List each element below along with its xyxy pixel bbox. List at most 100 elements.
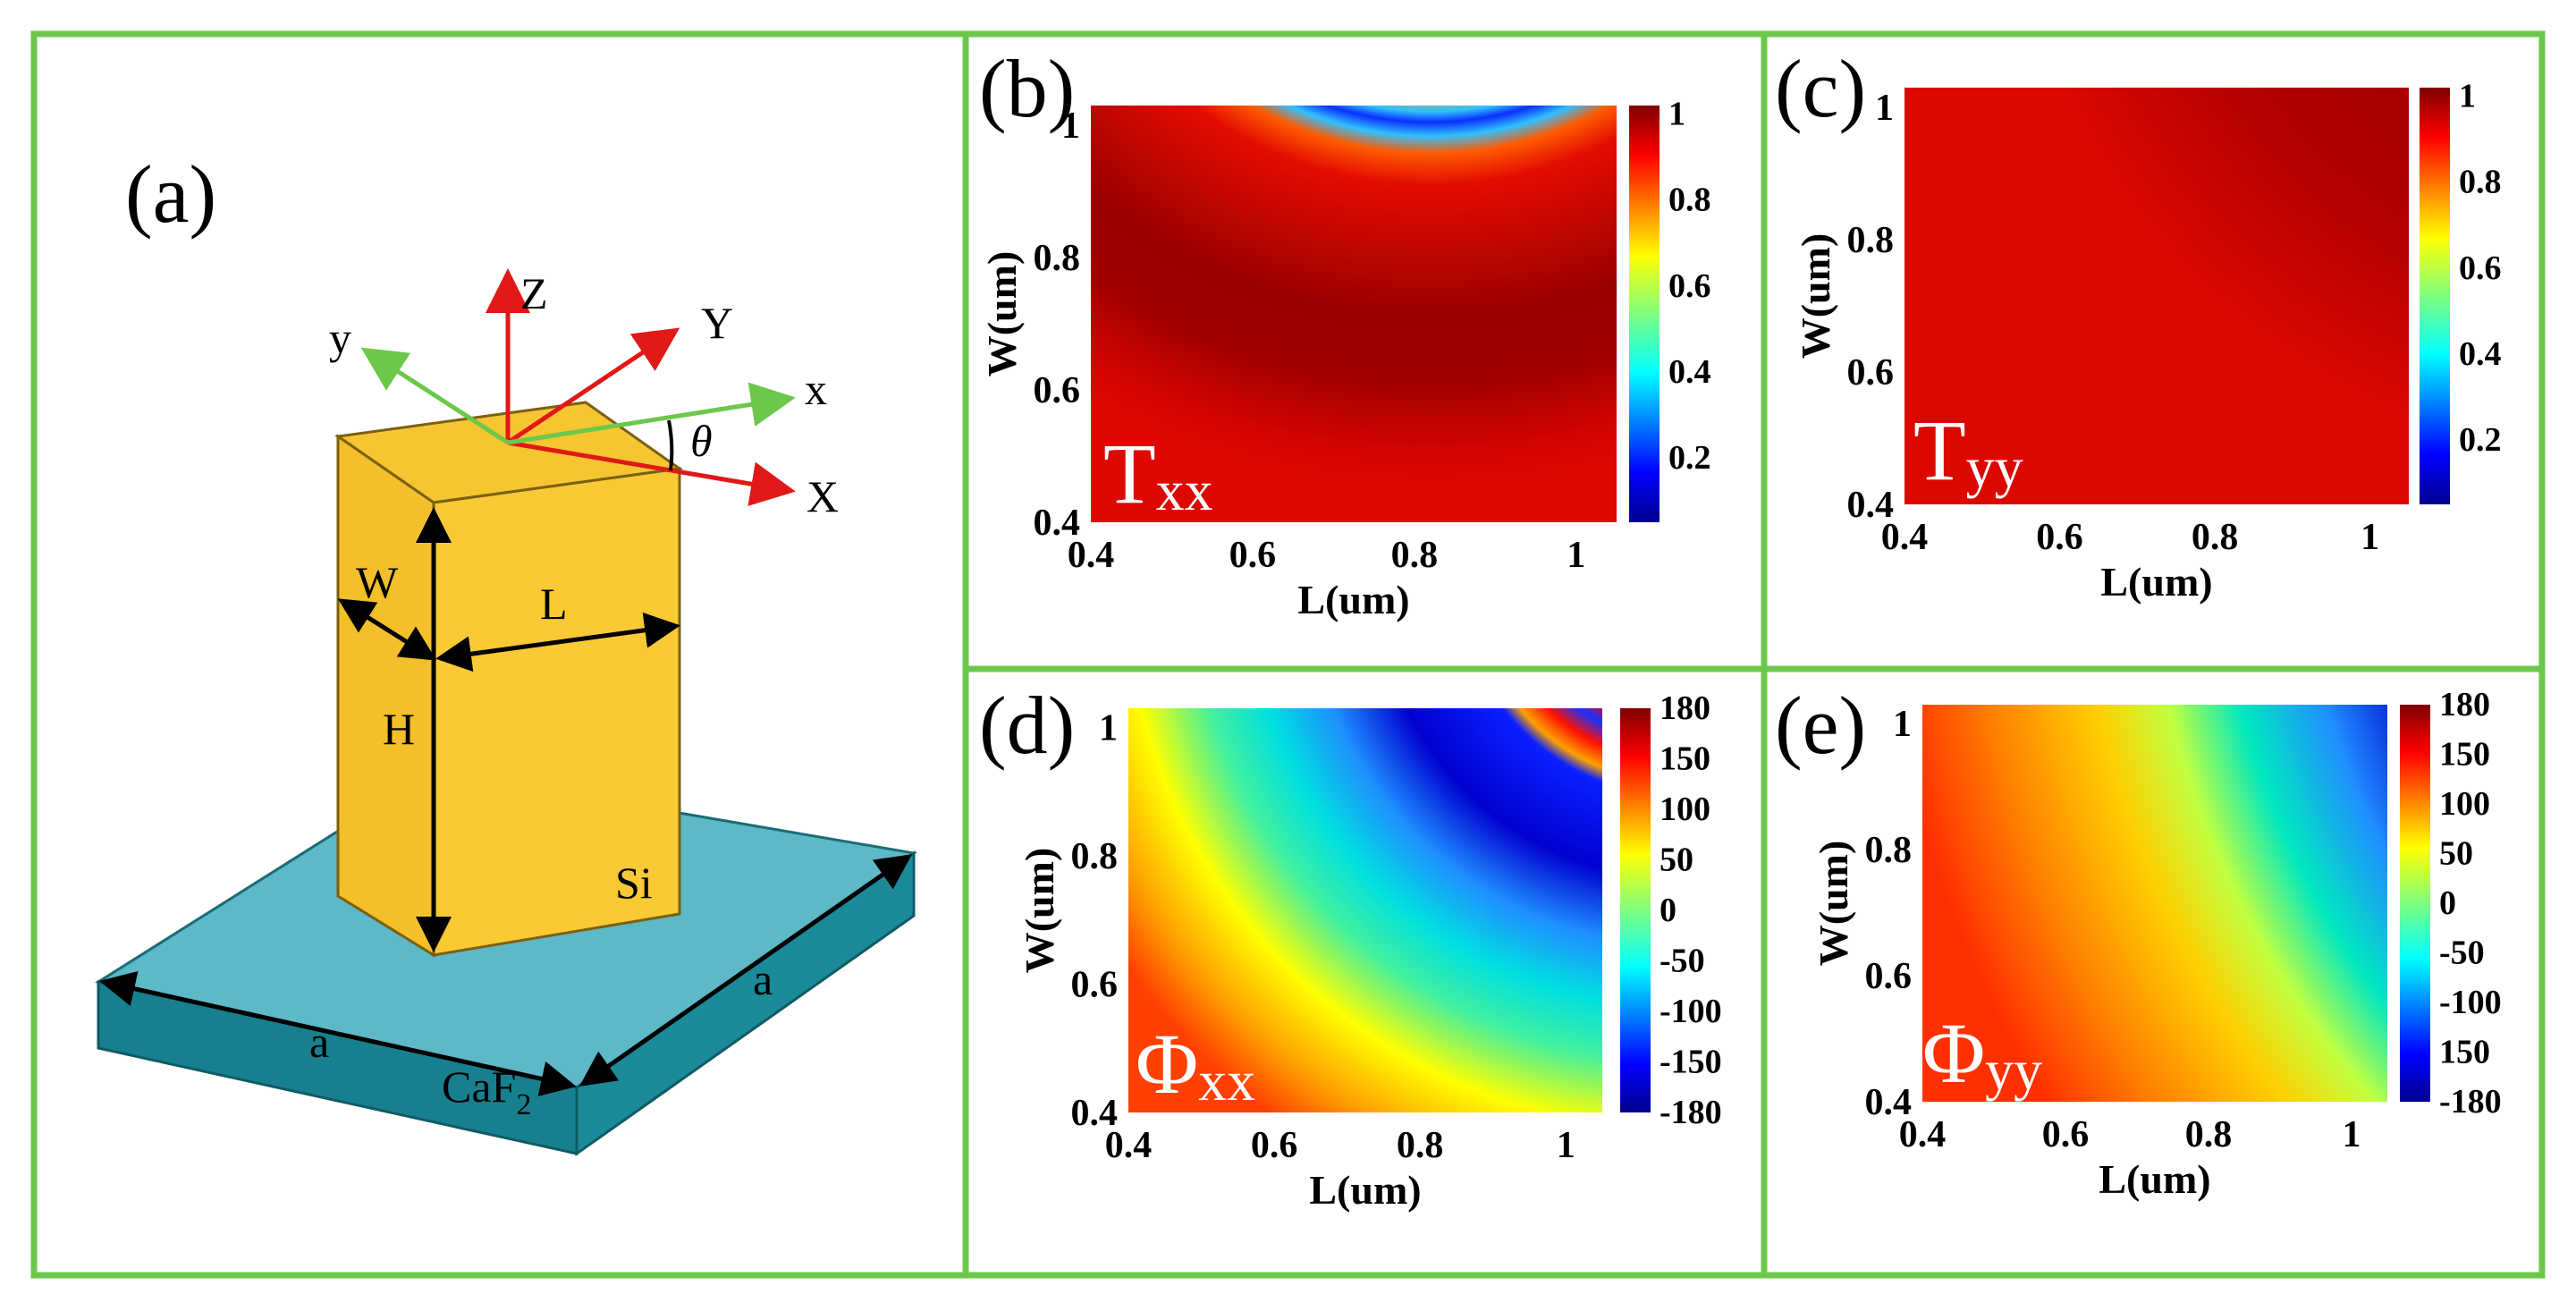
x-tick-label: 0.4: [1068, 535, 1115, 576]
colorbar-tick-label: 0.4: [2459, 335, 2502, 373]
y-tick-label: 0.6: [1847, 352, 1895, 393]
y-tick-label: 1: [1875, 88, 1894, 129]
panel-c: (c) Tyy 0.4 0.6 0.8 10.40.60.81L(um)W(um)0.…: [1775, 43, 2502, 605]
x-tick-label: 1: [2361, 517, 2379, 558]
x-tick-label: 0.6: [1251, 1125, 1298, 1166]
theta-arc: [667, 419, 674, 471]
x-tick-label: 0.8: [2192, 517, 2239, 558]
colorbar-tick-label: 100: [1660, 791, 1710, 828]
colorbar-tick-label: 1: [2459, 78, 2476, 115]
colorbar-c: [2420, 88, 2450, 504]
y-tick-label: 0.8: [1071, 836, 1119, 877]
heatmap-e: [1922, 705, 2387, 1102]
panel-e-frame: [1761, 665, 2546, 1279]
y-tick-label: 0.8: [1865, 830, 1913, 871]
x-tick-label: 0.8: [1397, 1125, 1444, 1166]
y-tick-label: 1: [1061, 106, 1080, 147]
substrate-material-label: CaF2: [442, 1061, 531, 1121]
x-tick-label: 0.6: [2036, 517, 2083, 558]
heatmap-d-inset-label: Φxx: [1136, 1016, 1255, 1112]
axis-Z-label: Z: [520, 268, 548, 318]
dim-H-label: H: [383, 704, 415, 754]
y-tick-label: 0.4: [1034, 503, 1081, 544]
axis-y: [360, 347, 510, 445]
panel-e: (e) Φyy 0.4 0.6 0.8 1 0.4 0.6 0.8 1 L(um) W(um) 18…: [1775, 680, 2502, 1202]
y-tick-label: 0.6: [1865, 956, 1913, 997]
colorbar-tick-label: 0.2: [1668, 439, 1711, 477]
panel-d: (d) Φxx 0.4 0.6 0.8 1 0.4 0.6 0.8 1 L(um) W(um) 18…: [979, 680, 1722, 1213]
colorbar-d: [1620, 708, 1651, 1112]
heatmap-c: [1905, 88, 2409, 504]
y-axis-title: W(um): [1793, 233, 1838, 359]
x-axis-title: L(um): [2100, 559, 2212, 605]
colorbar-tick-label: 150: [2439, 736, 2490, 774]
x-tick-label: 0.8: [1391, 535, 1439, 576]
dim-a-right-label: a: [753, 954, 773, 1004]
y-axis-title: W(um): [1017, 848, 1062, 974]
x-tick-label: 0.4: [1899, 1114, 1947, 1155]
colorbar-tick-label: 180: [1660, 689, 1710, 727]
colorbar-tick-label: 150: [1660, 740, 1710, 778]
colorbar-tick-label: 0.6: [2459, 250, 2502, 287]
y-tick-label: 0.4: [1071, 1093, 1119, 1134]
colorbar-tick-label: -50: [2439, 935, 2485, 972]
colorbar-tick-label: 1: [1668, 96, 1685, 133]
dim-L-arrow: [435, 612, 680, 672]
colorbar-tick-label: 0.6: [1668, 267, 1711, 305]
axis-X: [507, 440, 796, 506]
dim-L-label: L: [540, 579, 568, 629]
colorbar-tick-label: 0.8: [2459, 164, 2502, 201]
axes-c: 0.4 0.6 0.8 1 0.4 0.6 0.8 1 L(um) W(um) 0.2 0.4 0.6 0…: [1793, 78, 2502, 605]
colorbar-tick-label: -180: [1660, 1094, 1722, 1131]
dim-a-right-arrow: [579, 854, 913, 1087]
pillar-material-label: Si: [615, 858, 653, 908]
colorbar-tick-label: 0.4: [1668, 353, 1711, 391]
axes-e: 0.4 0.6 0.8 1 0.4 0.6 0.8 1 L(um) W(um) 180 150 100 5…: [1811, 686, 2502, 1202]
y-tick-label: 0.4: [1865, 1082, 1913, 1123]
x-tick-label: 0.4: [1105, 1125, 1153, 1166]
x-tick-label: 1: [1567, 535, 1585, 576]
heatmap-b: [1091, 106, 1617, 522]
y-tick-label: 0.6: [1034, 370, 1081, 411]
axis-Y-label: Y: [701, 298, 733, 348]
colorbar-b: [1629, 106, 1660, 522]
panel-b-label: (b): [979, 43, 1075, 134]
y-tick-label: 1: [1099, 708, 1118, 749]
colorbar-tick-label: -150: [1660, 1044, 1722, 1081]
colorbar-tick-label: 0: [2439, 884, 2456, 922]
x-tick-label: 0.4: [1881, 517, 1929, 558]
pillar-left: [336, 434, 435, 958]
colorbar-tick-label: 100: [2439, 785, 2490, 823]
y-tick-label: 1: [1893, 704, 1912, 745]
dim-W-label: W: [356, 557, 399, 607]
heatmap-e-inset-label: Φyy: [1922, 1005, 2042, 1102]
axis-X-label: X: [807, 471, 839, 521]
heatmap-d: [1128, 708, 1602, 1112]
x-axis-title: L(um): [1297, 577, 1409, 622]
panel-b: (b) Txx 0.4 0.6 0.8 10.40.60.81L(um)W(um)0.…: [979, 43, 1711, 622]
colorbar-tick-label: 150: [2439, 1034, 2490, 1071]
colorbar-tick-label: -100: [2439, 984, 2502, 1021]
panel-a-label: (a): [125, 148, 216, 240]
colorbar-tick-label: -50: [1660, 943, 1705, 980]
colorbar-tick-label: 50: [1660, 842, 1693, 879]
panel-d-label: (d): [979, 680, 1075, 771]
axis-Y: [506, 327, 680, 445]
heatmap-c-inset-label: Tyy: [1913, 402, 2023, 499]
y-tick-label: 0.6: [1071, 965, 1119, 1006]
panel-c-label: (c): [1775, 43, 1866, 134]
x-axis-title: L(um): [1309, 1167, 1421, 1213]
dim-a-front-label: a: [309, 1017, 329, 1067]
axes-b: 0.4 0.6 0.8 1 0.4 0.6 0.8 1 L(um) W(um) 0.2 0.4 0.6 0…: [979, 96, 1711, 622]
y-axis-title: W(um): [1811, 841, 1856, 967]
heatmap-b-inset-label: Txx: [1103, 426, 1213, 522]
x-tick-label: 0.6: [1229, 535, 1277, 576]
y-axis-title: W(um): [979, 251, 1025, 377]
x-tick-label: 1: [1557, 1125, 1575, 1166]
colorbar-tick-label: 0.2: [2459, 421, 2502, 459]
colorbar-tick-label: -100: [1660, 993, 1722, 1030]
axis-x-label: x: [805, 364, 827, 414]
colorbar-tick-label: 180: [2439, 686, 2490, 723]
x-tick-label: 1: [2343, 1114, 2361, 1155]
